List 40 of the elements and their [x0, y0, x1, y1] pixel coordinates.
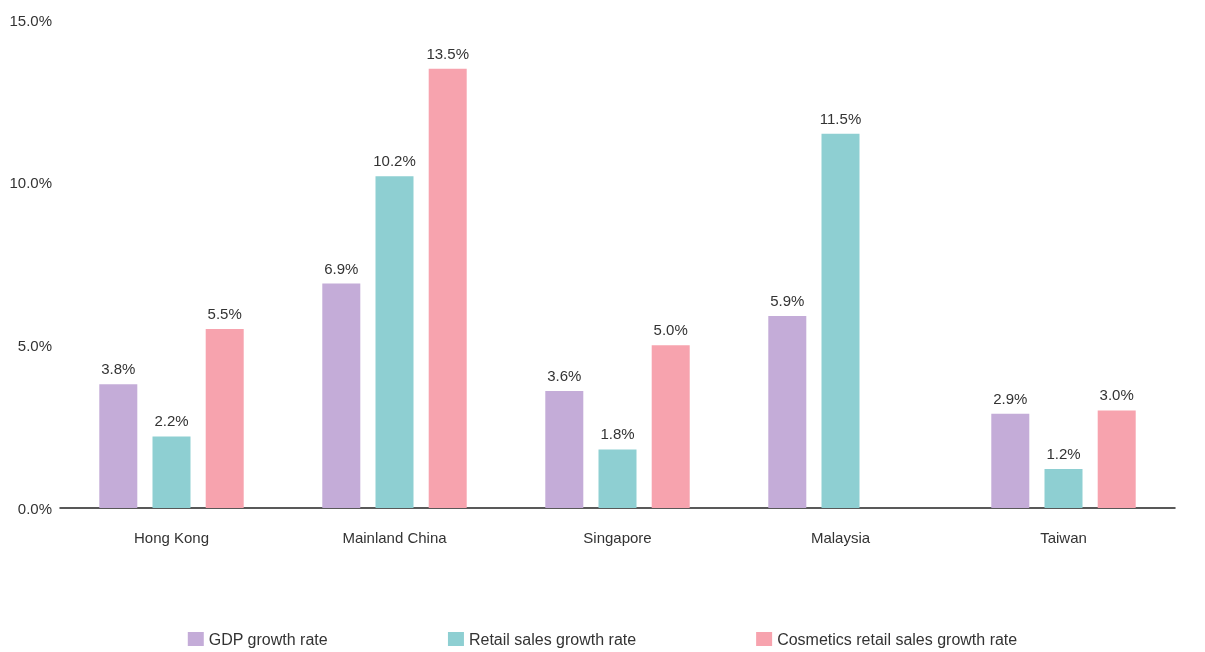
x-tick-label: Hong Kong	[133, 529, 210, 546]
x-tick-label: Singapore	[583, 529, 652, 546]
y-tick-label: 10.0%	[9, 174, 52, 192]
legend-label: GDP growth rate	[208, 630, 328, 648]
x-tick-label: Malaysia	[810, 529, 871, 546]
data-label: 3.6%	[547, 366, 582, 384]
legend-label: Cosmetics retail sales growth rate	[777, 630, 1018, 648]
bar	[598, 449, 637, 508]
legend-label: Retail sales growth rate	[468, 630, 637, 648]
data-label: 11.5%	[819, 109, 862, 127]
data-label: 2.2%	[154, 412, 189, 430]
data-label: 10.2%	[373, 152, 416, 170]
bar	[375, 176, 414, 508]
bar	[205, 329, 244, 508]
data-label: 2.9%	[993, 389, 1028, 407]
data-label: 5.0%	[653, 321, 688, 339]
y-tick-label: 5.0%	[17, 336, 52, 354]
bar	[821, 133, 860, 508]
bar	[322, 283, 361, 508]
bar	[991, 413, 1030, 508]
bar	[428, 68, 467, 508]
bar	[152, 436, 191, 508]
data-label: 5.5%	[207, 305, 242, 323]
x-tick-label: Mainland China	[342, 529, 448, 546]
x-tick-label: Taiwan	[1040, 529, 1087, 546]
bar	[651, 345, 690, 508]
data-label: 3.8%	[101, 360, 136, 378]
y-tick-label: 0.0%	[17, 499, 52, 517]
bar	[99, 384, 138, 508]
data-label: 13.5%	[426, 44, 469, 62]
data-label: 6.9%	[324, 259, 359, 277]
bar	[1044, 468, 1083, 508]
y-tick-label: 15.0%	[9, 11, 52, 29]
data-label: 3.0%	[1099, 386, 1134, 404]
bar	[768, 316, 807, 508]
bar	[1097, 410, 1136, 508]
data-label: 1.2%	[1046, 444, 1081, 462]
data-label: 5.9%	[770, 292, 805, 310]
data-label: 1.8%	[600, 425, 635, 443]
bar	[545, 390, 584, 508]
